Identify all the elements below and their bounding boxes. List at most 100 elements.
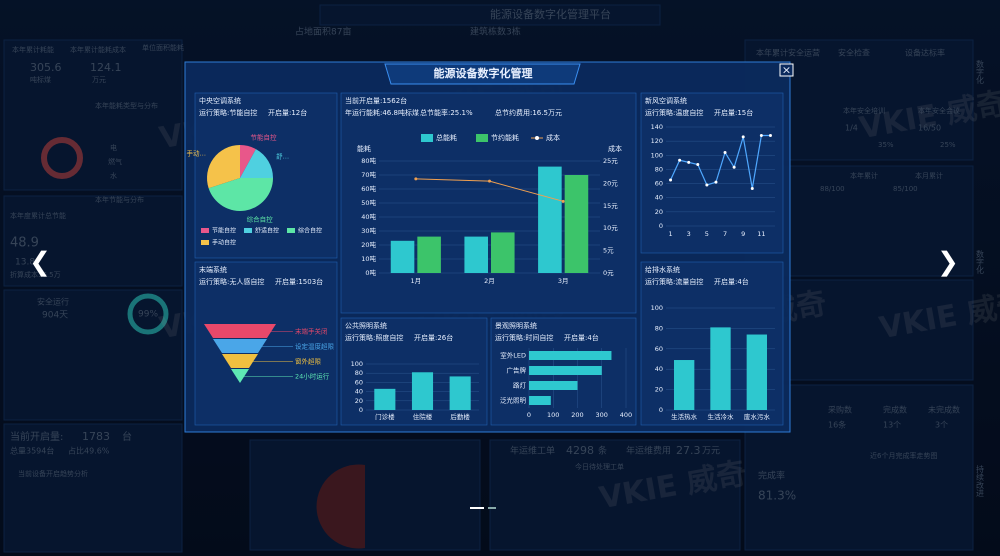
bar bbox=[529, 351, 612, 360]
close-icon[interactable]: × bbox=[782, 64, 791, 77]
background-label: 未完成数 bbox=[928, 405, 960, 415]
y-tick-label: 10吨 bbox=[361, 254, 376, 263]
y-tick-label: 0吨 bbox=[365, 268, 376, 277]
background-label: 采购数 bbox=[828, 405, 852, 415]
y-tick-label: 广告牌 bbox=[507, 366, 527, 375]
legend-label: 手动自控 bbox=[212, 239, 236, 247]
background-label: 吨标煤 bbox=[30, 75, 51, 84]
background-label: 27.3 bbox=[676, 444, 701, 457]
next-arrow[interactable]: ❯ bbox=[937, 248, 959, 278]
bar bbox=[564, 175, 589, 273]
background-label: 本年能耗类型与分布 bbox=[95, 101, 158, 110]
background-label: 占地面积87亩 bbox=[295, 26, 351, 38]
y2-tick-label: 20元 bbox=[603, 179, 618, 187]
panel-title: 新风空调系统 bbox=[645, 96, 687, 105]
background-label: 13.8 bbox=[15, 258, 35, 268]
point bbox=[488, 179, 491, 183]
y-tick-label: 室外LED bbox=[500, 351, 526, 360]
background-label: 数字化 bbox=[976, 249, 985, 275]
panel-title: 给排水系统 bbox=[645, 265, 680, 274]
panel bbox=[640, 92, 784, 254]
x-tick-label: 3 bbox=[687, 230, 691, 238]
bar bbox=[710, 327, 731, 410]
legend-swatch bbox=[201, 228, 209, 233]
panel-strategy: 运行策略:时间自控 bbox=[495, 333, 553, 342]
y2-axis-title: 成本 bbox=[608, 144, 622, 153]
panel-count: 开启量:12台 bbox=[268, 108, 307, 117]
x-tick-label: 400 bbox=[620, 411, 632, 419]
pie-slice bbox=[240, 149, 273, 178]
background-label: 4298 bbox=[566, 444, 594, 457]
bar bbox=[417, 236, 441, 273]
background-label: 当前开启量: bbox=[10, 430, 63, 443]
background-label: 电 bbox=[110, 143, 117, 152]
bar bbox=[529, 381, 578, 390]
point bbox=[678, 158, 682, 162]
background-label: 年运维费用 bbox=[626, 445, 671, 457]
x-tick-label: 0 bbox=[527, 411, 531, 419]
x-tick-label: 门诊楼 bbox=[375, 412, 395, 421]
carousel-dot[interactable] bbox=[470, 507, 484, 509]
background-label: 燃气 bbox=[108, 157, 122, 166]
x-tick-label: 200 bbox=[571, 411, 583, 419]
bar bbox=[491, 232, 515, 273]
funnel-segment bbox=[231, 369, 249, 383]
close-button[interactable] bbox=[779, 63, 794, 77]
background-label: 完成数 bbox=[883, 405, 907, 415]
y-tick-label: 80 bbox=[355, 369, 363, 377]
y2-tick-label: 15元 bbox=[603, 202, 618, 210]
x-tick-label: 1月 bbox=[411, 277, 422, 285]
funnel-label: 24小时运行 bbox=[295, 372, 330, 381]
x-tick-label: 5 bbox=[705, 230, 709, 238]
background-label: 1/4 bbox=[845, 124, 858, 133]
y-tick-label: 120 bbox=[651, 137, 663, 145]
background-label: 本年安全培训 bbox=[843, 106, 885, 115]
bar bbox=[529, 396, 551, 405]
y-tick-label: 20 bbox=[355, 397, 363, 405]
bg-ring bbox=[41, 137, 83, 179]
panel-stat: 总节约费用:16.5万元 bbox=[495, 108, 562, 117]
y2-tick-label: 25元 bbox=[603, 157, 618, 165]
y-tick-label: 60 bbox=[655, 345, 663, 353]
y-tick-label: 60吨 bbox=[361, 184, 376, 193]
y-tick-label: 100 bbox=[651, 151, 663, 159]
x-tick-label: 1 bbox=[668, 230, 672, 238]
y-tick-label: 100 bbox=[351, 360, 363, 368]
point bbox=[768, 133, 772, 137]
background-label: 305.6 bbox=[30, 61, 62, 74]
background-label: 年运维工单 bbox=[510, 445, 555, 457]
y-axis-title: 能耗 bbox=[357, 144, 371, 153]
panel-title: 末端系统 bbox=[199, 265, 227, 274]
x-tick-label: 3月 bbox=[558, 277, 569, 285]
background-label: 35% bbox=[878, 141, 894, 149]
background-label: 48.9 bbox=[10, 236, 39, 251]
y-tick-label: 100 bbox=[651, 304, 663, 312]
legend-label: 节约能耗 bbox=[491, 133, 519, 142]
carousel-dot[interactable] bbox=[488, 507, 496, 509]
prev-arrow[interactable]: ❮ bbox=[29, 248, 51, 278]
y2-tick-label: 5元 bbox=[603, 247, 614, 255]
background-label: 本年累计安全运营 bbox=[756, 48, 820, 58]
background-label: 建筑栋数3栋 bbox=[470, 26, 521, 38]
background-label: 水 bbox=[110, 171, 117, 180]
point bbox=[741, 135, 745, 139]
panel-strategy: 运行策略:温度自控 bbox=[645, 108, 703, 117]
y-tick-label: 140 bbox=[651, 123, 663, 131]
panel-count: 开启量:4台 bbox=[564, 333, 599, 342]
y-tick-label: 30吨 bbox=[361, 226, 376, 235]
funnel-label: 末端手关闭 bbox=[295, 327, 328, 336]
line-series bbox=[669, 134, 771, 189]
panel-title: 当前开启量:1562台 bbox=[345, 96, 407, 105]
bar bbox=[746, 334, 768, 410]
bar bbox=[673, 360, 695, 410]
funnel-label: 设定温度超限 bbox=[295, 342, 335, 351]
point bbox=[705, 183, 709, 187]
background-label: 13个 bbox=[883, 421, 901, 430]
background-label: 16条 bbox=[828, 420, 846, 430]
y-tick-label: 路灯 bbox=[513, 381, 527, 390]
y-tick-label: 20吨 bbox=[361, 240, 376, 249]
background-label: 能源设备数字化管理平台 bbox=[490, 7, 611, 21]
y-tick-label: 60 bbox=[355, 378, 363, 386]
y-tick-label: 0 bbox=[659, 222, 663, 230]
